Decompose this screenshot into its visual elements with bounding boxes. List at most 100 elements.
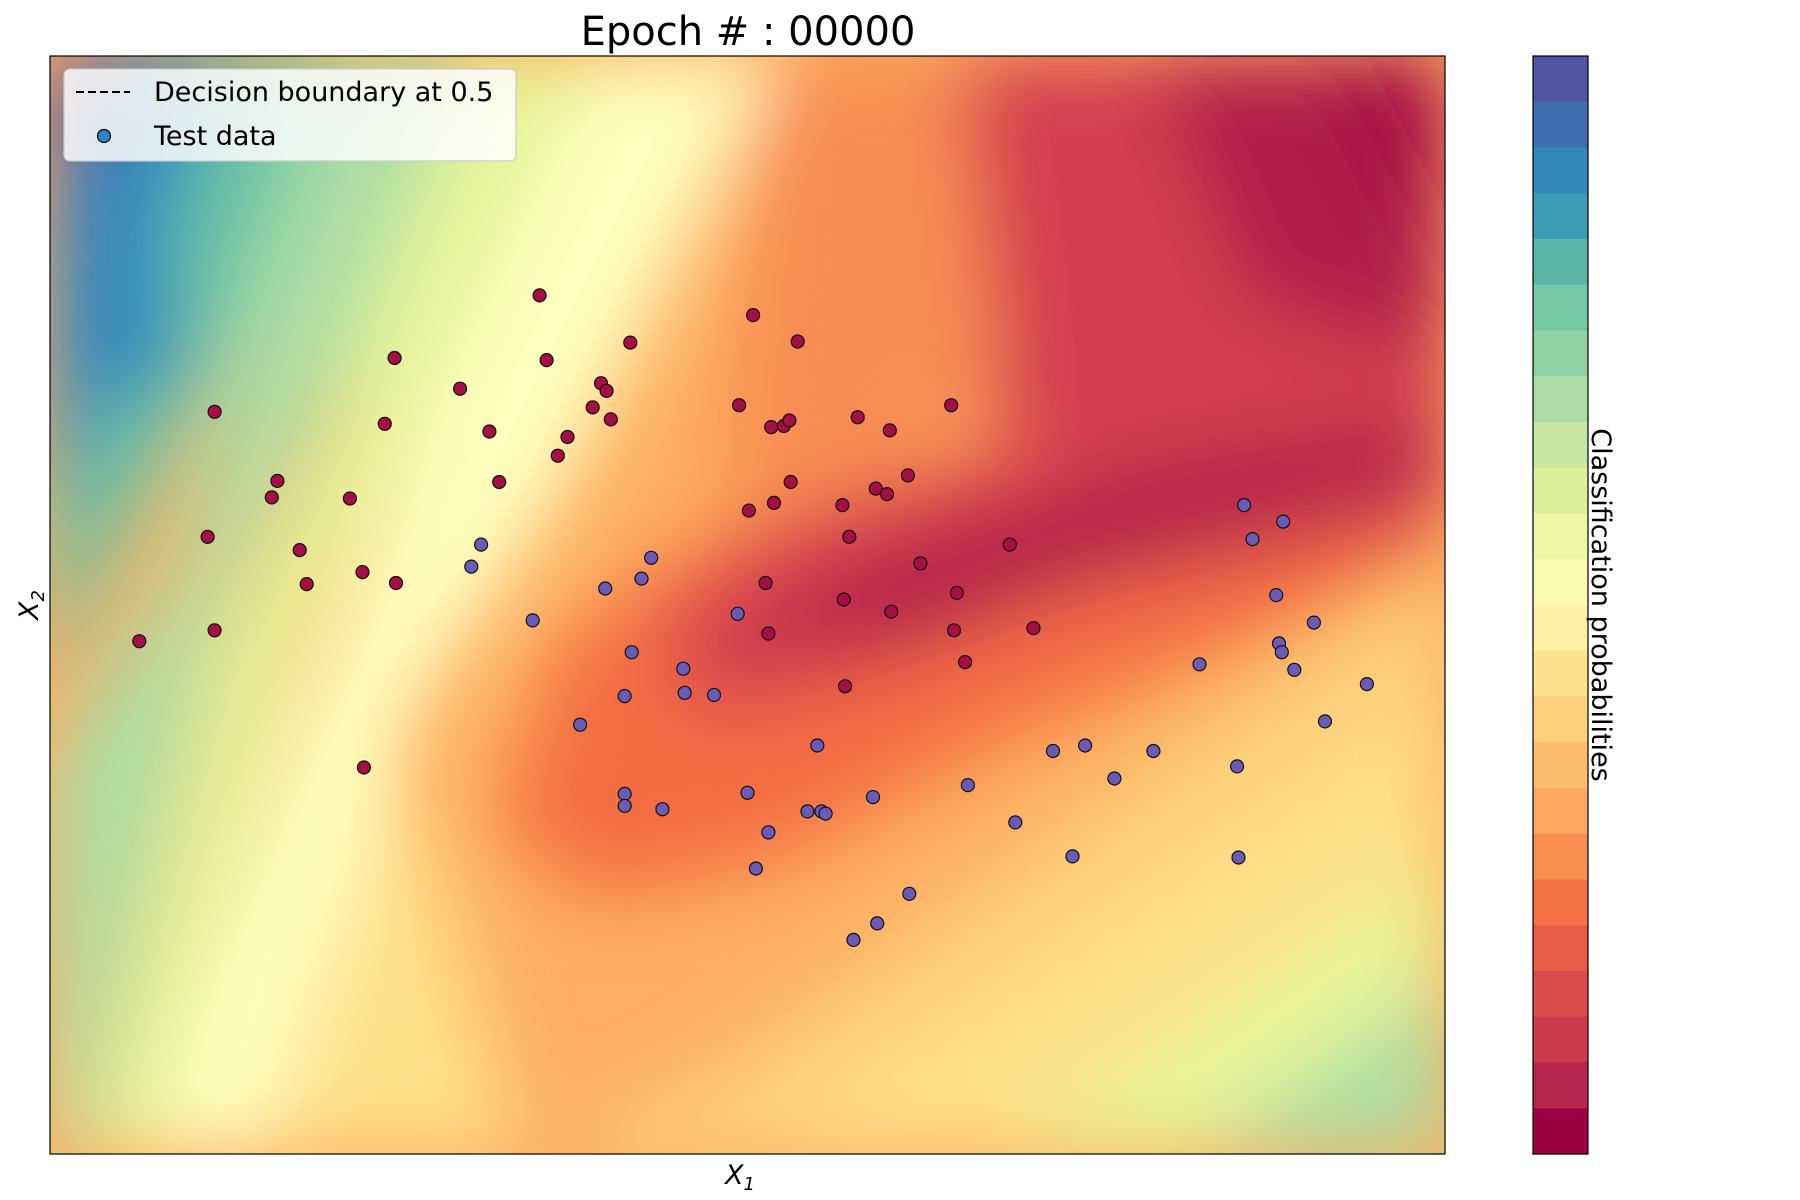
colorbar-band-8 (1533, 422, 1588, 469)
chart-title: Epoch # : 00000 (581, 9, 916, 55)
legend-test-data-marker (96, 128, 112, 144)
colorbar-band-3 (1533, 193, 1588, 240)
scatter-point-red-43 (879, 487, 895, 502)
colorbar-band-6 (1533, 330, 1588, 377)
scatter-point-blue-16 (740, 785, 755, 800)
scatter-point-red-31 (761, 626, 776, 641)
colorbar-band-21 (1533, 1016, 1588, 1064)
scatter-point-blue-9 (634, 571, 649, 586)
scatter-point-red-42 (868, 481, 883, 496)
scatter-point-red-15 (482, 424, 497, 439)
scatter-point-blue-20 (810, 738, 825, 753)
scatter-point-red-47 (913, 556, 928, 571)
legend-label-decision-boundary: Decision boundary at 0.5 (154, 77, 493, 108)
scatter-point-red-5 (270, 473, 285, 488)
scatter-point-red-19 (550, 448, 565, 463)
scatter-point-red-39 (837, 679, 853, 694)
scatter-point-blue-14 (706, 687, 722, 703)
scatter-point-red-27 (741, 503, 757, 518)
scatter-point-blue-0 (464, 559, 479, 574)
scatter-point-red-40 (842, 529, 857, 545)
scatter-point-blue-44 (1306, 615, 1322, 630)
scatter-point-blue-41 (1274, 645, 1289, 660)
colorbar-band-11 (1533, 559, 1588, 606)
colorbar-band-10 (1533, 513, 1588, 560)
scatter-point-red-18 (539, 353, 554, 368)
scatter-point-red-52 (1002, 537, 1017, 552)
scatter-point-blue-35 (1229, 759, 1245, 774)
scatter-point-blue-4 (598, 581, 613, 596)
scatter-point-red-17 (532, 288, 547, 303)
colorbar-band-4 (1533, 239, 1588, 286)
scatter-point-blue-25 (870, 916, 885, 931)
colorbar-band-19 (1533, 925, 1588, 972)
scatter-point-red-50 (949, 585, 964, 601)
scatter-point-blue-8 (624, 645, 639, 660)
colorbar-band-16 (1533, 788, 1588, 835)
scatter-point-red-22 (585, 400, 600, 415)
scatter-point-red-20 (560, 429, 575, 445)
scatter-point-blue-17 (748, 861, 764, 876)
colorbar-band-5 (1533, 284, 1588, 332)
scatter-point-red-0 (132, 634, 147, 649)
colorbar-label: Classification probabilities (1585, 428, 1616, 782)
scatter-point-blue-28 (1008, 815, 1023, 830)
scatter-point-red-35 (783, 474, 798, 490)
scatter-point-blue-1 (474, 537, 489, 552)
scatter-point-red-6 (292, 542, 307, 558)
scatter-point-red-30 (764, 420, 779, 435)
legend-box (63, 68, 517, 162)
scatter-point-blue-11 (655, 802, 670, 817)
scatter-point-blue-39 (1269, 587, 1284, 603)
scatter-point-red-12 (387, 350, 402, 366)
scatter-point-red-23 (599, 383, 614, 398)
x-axis-label: X1 (723, 1160, 755, 1195)
colorbar-band-15 (1533, 742, 1588, 789)
scatter-point-red-13 (388, 575, 404, 591)
colorbar-band-22 (1533, 1062, 1588, 1109)
scatter-point-blue-12 (676, 661, 691, 676)
scatter-point-blue-32 (1107, 771, 1122, 786)
scatter-point-red-32 (766, 495, 782, 510)
scatter-point-blue-5 (617, 688, 632, 704)
scatter-point-blue-46 (1359, 676, 1375, 692)
scatter-point-red-36 (790, 334, 805, 349)
scatter-point-red-2 (207, 404, 222, 419)
scatter-point-blue-6 (617, 786, 632, 802)
scatter-point-blue-13 (677, 685, 692, 700)
y-axis-label: X2 (14, 590, 49, 622)
scatter-point-red-29 (758, 575, 773, 591)
scatter-point-red-10 (355, 564, 370, 580)
scatter-point-blue-24 (865, 789, 881, 805)
scatter-point-red-45 (884, 604, 899, 619)
scatter-point-blue-43 (1287, 662, 1302, 677)
scatter-point-blue-23 (846, 932, 861, 948)
scatter-point-blue-26 (902, 886, 917, 901)
scatter-point-red-48 (944, 398, 959, 413)
colorbar-band-18 (1533, 879, 1588, 926)
scatter-point-red-49 (946, 623, 962, 638)
scatter-point-red-44 (882, 423, 897, 438)
scatter-point-blue-19 (800, 804, 815, 819)
scatter-point-red-8 (342, 491, 357, 506)
scatter-point-red-1 (207, 623, 222, 638)
scatter-point-blue-7 (617, 798, 632, 814)
scatter-point-blue-10 (644, 550, 659, 565)
scatter-point-blue-27 (960, 777, 976, 793)
colorbar-band-13 (1533, 650, 1588, 698)
scatter-point-blue-31 (1077, 738, 1093, 753)
scatter-point-blue-42 (1276, 514, 1291, 529)
scatter-point-red-9 (356, 760, 371, 775)
scatter-point-red-3 (200, 529, 215, 545)
probability-contour (50, 56, 1445, 1154)
scatter-point-red-16 (492, 474, 507, 490)
scatter-point-blue-37 (1236, 498, 1252, 513)
scatter-point-blue-34 (1192, 657, 1207, 672)
colorbar-band-14 (1533, 696, 1588, 743)
scatter-point-red-25 (623, 335, 638, 350)
colorbar (1533, 56, 1588, 1155)
scatter-point-blue-38 (1245, 531, 1260, 547)
scatter-point-red-7 (299, 576, 314, 592)
scatter-point-blue-30 (1065, 849, 1080, 864)
